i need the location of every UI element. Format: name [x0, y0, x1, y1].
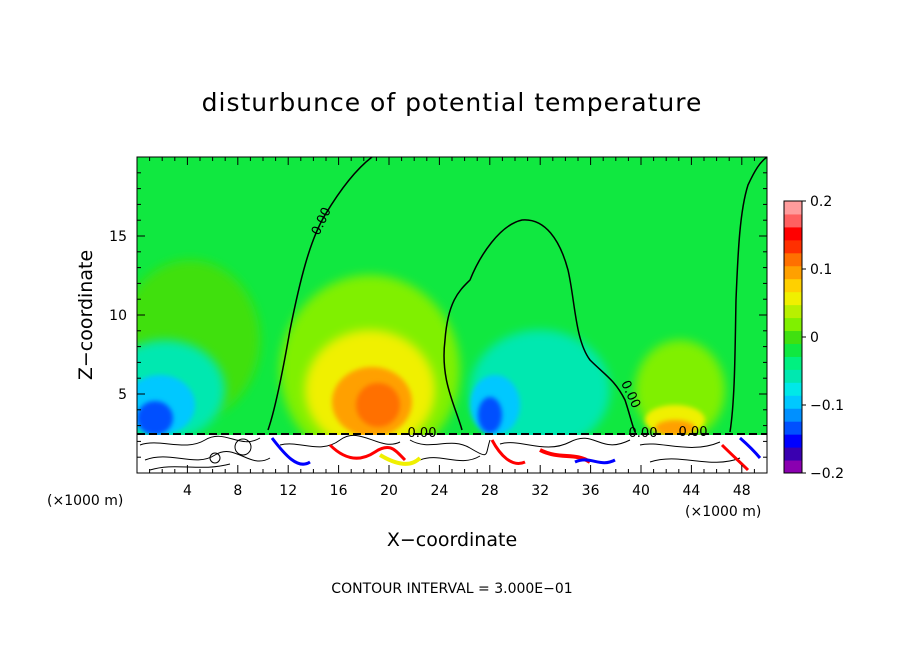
surface-contours-mid [279, 434, 491, 462]
orange-core-center-inner [356, 383, 400, 427]
colorbar-swatch [784, 278, 802, 293]
y-tick-label: 5 [118, 387, 127, 403]
colorbar-swatch [784, 343, 802, 357]
contour-label: 0.00 [679, 425, 708, 440]
surface-color-streak-4 [490, 439, 526, 465]
colorbar-tick-label: 0.2 [810, 194, 832, 210]
colorbar-tick-label: 0 [810, 330, 819, 346]
colorbar-ticks: 0.2 0.1 0 −0.1 −0.2 [802, 194, 844, 482]
surface-color-streak-3 [378, 453, 422, 466]
x-unit-label-right: (×1000 m) [685, 504, 761, 520]
colorbar-swatch [784, 356, 802, 370]
colorbar-swatch [784, 201, 802, 215]
colorbar-swatch [784, 265, 802, 280]
surface-color-streak-2 [328, 443, 407, 462]
colorbar-swatch [784, 330, 802, 344]
chart-title: disturbunce of potential temperature [202, 88, 703, 117]
colorbar-tick-label: −0.2 [810, 466, 844, 482]
colorbar-swatch [784, 226, 802, 241]
y-axis: 5 10 15 [109, 172, 767, 458]
x-axis: 4 8 12 16 20 24 28 32 36 40 44 48 [149, 157, 755, 499]
colorbar-swatch [784, 395, 802, 409]
blue-core-mid [478, 397, 502, 433]
colorbar-swatch [784, 252, 802, 267]
surface-color-streak-6 [574, 458, 616, 465]
zero-contour-left [267, 157, 373, 431]
colorbar-swatch [784, 382, 802, 396]
contour-label: 0.00 [408, 426, 437, 441]
colorbar-swatch [784, 447, 802, 461]
x-tick-label: 20 [380, 483, 398, 499]
colorbar [783, 200, 803, 474]
colorbar-swatch [784, 408, 802, 422]
surface-region-fill [137, 435, 767, 473]
zero-contour-right [729, 157, 767, 433]
y-axis-label: Z−coordinate [75, 250, 97, 380]
colorbar-swatch [784, 434, 802, 448]
surface-contours-right [499, 437, 741, 463]
colorbar-swatch [784, 304, 802, 319]
x-tick-label: 8 [233, 483, 242, 499]
surface-color-streak-7 [720, 443, 750, 472]
x-tick-label: 40 [632, 483, 650, 499]
x-tick-label: 4 [183, 483, 192, 499]
x-tick-label: 36 [582, 483, 600, 499]
colorbar-swatch [784, 421, 802, 435]
plot-area [137, 157, 767, 473]
colorbar-swatch [784, 213, 802, 228]
colorbar-swatch [784, 291, 802, 306]
colorbar-swatch [784, 369, 802, 383]
y-tick-label: 15 [109, 229, 127, 245]
x-tick-label: 28 [481, 483, 499, 499]
blue-core-left [137, 401, 173, 435]
x-tick-label: 48 [733, 483, 751, 499]
x-tick-label: 32 [531, 483, 549, 499]
zero-contours [267, 157, 767, 433]
colorbar-swatch [784, 239, 802, 254]
orange-core-right [655, 420, 695, 436]
field-shading [137, 260, 725, 465]
x-unit-label-left: (×1000 m) [47, 493, 123, 509]
contour-label: 0.00 [629, 426, 658, 441]
colorbar-tick-label: 0.1 [810, 262, 832, 278]
surface-layer [137, 433, 767, 473]
surface-eddy-2 [209, 452, 221, 464]
colorbar-swatch [784, 460, 802, 474]
contour-interval-text: CONTOUR INTERVAL = 3.000E−01 [331, 581, 572, 597]
surface-color-streak-8 [739, 436, 762, 459]
surface-contours-left [139, 435, 271, 471]
x-tick-label: 44 [682, 483, 700, 499]
x-tick-label: 16 [330, 483, 348, 499]
x-tick-label: 24 [430, 483, 448, 499]
x-axis-label: X−coordinate [387, 529, 517, 551]
colorbar-tick-label: −0.1 [810, 398, 844, 414]
surface-color-streak-1 [270, 437, 311, 466]
x-tick-label: 12 [279, 483, 297, 499]
colorbar-swatch [784, 317, 802, 332]
zero-contour-hump [443, 219, 636, 433]
surface-eddy-1 [234, 438, 252, 456]
y-tick-label: 10 [109, 308, 127, 324]
